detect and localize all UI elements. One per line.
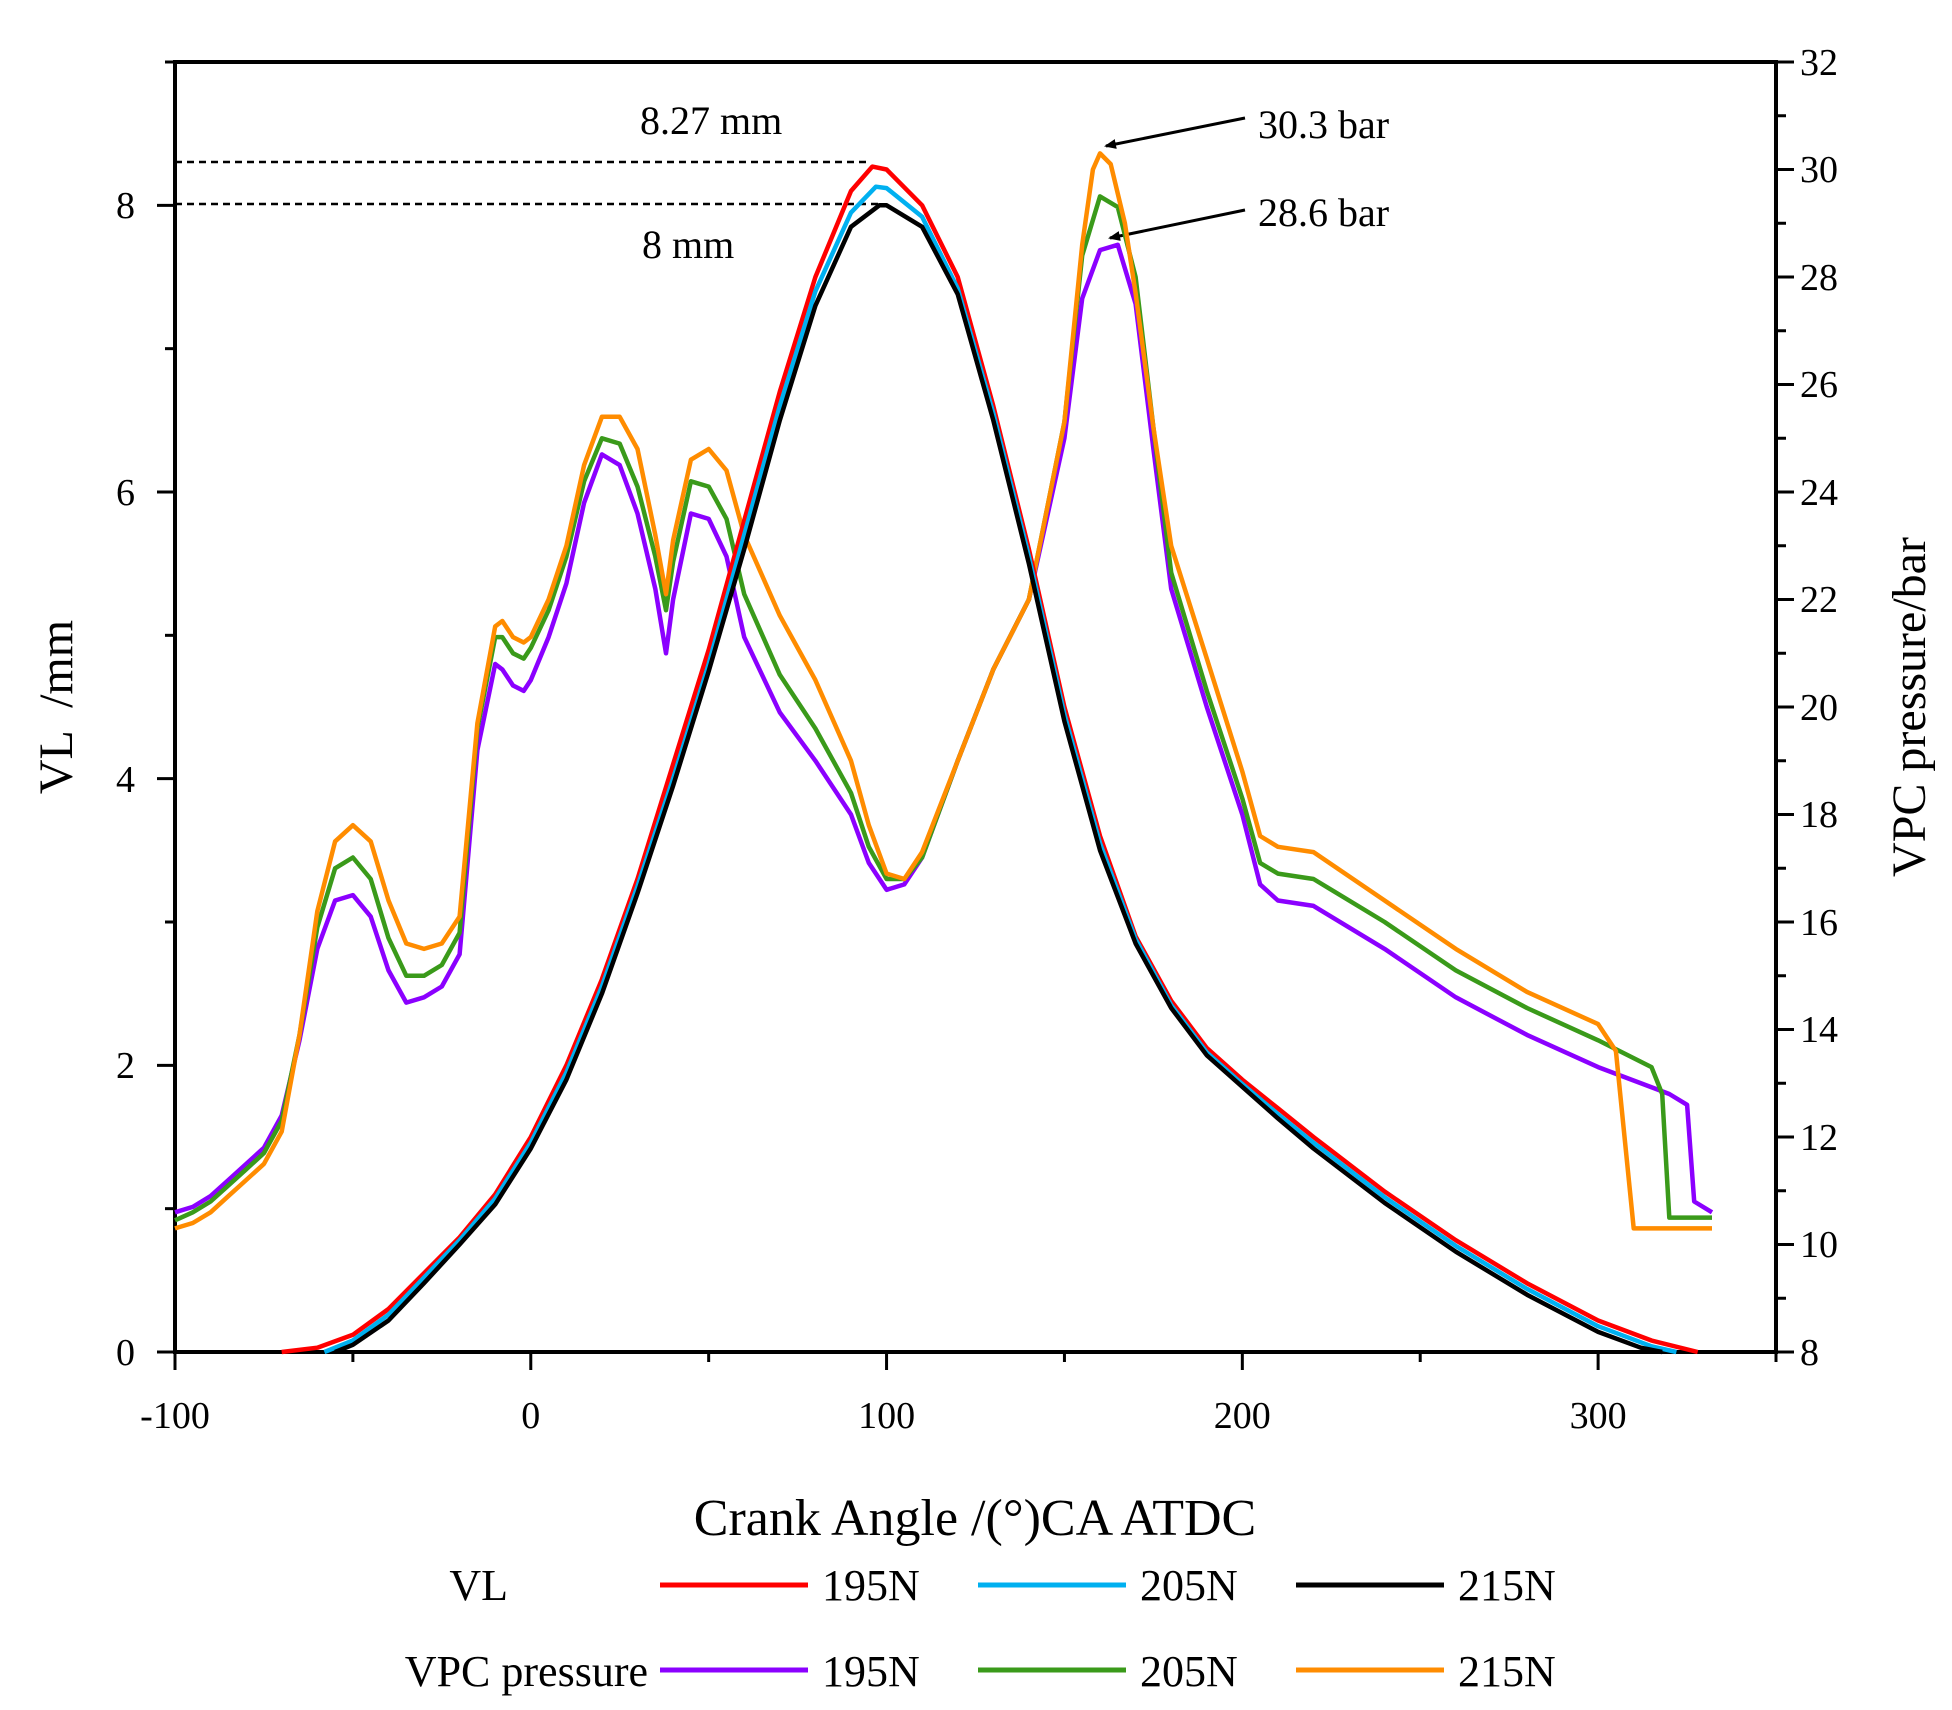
right-y-tick-label: 12 (1800, 1117, 1838, 1159)
legend-label-vl-215n: 215N (1458, 1561, 1556, 1610)
left-y-tick-label: 6 (116, 472, 135, 514)
legend-label-vpc-215n: 215N (1458, 1647, 1556, 1696)
series-vpc-215n (174, 151, 1712, 1231)
series-vpc-205n (174, 194, 1712, 1223)
x-tick-label: -100 (140, 1395, 210, 1437)
x-axis-ticks (173, 1352, 1778, 1370)
annotation-8mm: 8 mm (642, 222, 734, 267)
x-tick-label: 200 (1214, 1395, 1271, 1437)
legend-label-vl-195n: 195N (822, 1561, 920, 1610)
series-vl-195n (281, 164, 1699, 1355)
right-y-tick-label: 26 (1800, 364, 1838, 406)
series-vl-205n (323, 184, 1677, 1355)
right-y-tick-label: 24 (1800, 472, 1838, 514)
legend-label-vl-205n: 205N (1140, 1561, 1238, 1610)
right-y-tick-label: 28 (1800, 257, 1838, 299)
annotation-28.6bar: 28.6 bar (1258, 190, 1389, 235)
left-y-tick-label: 8 (116, 185, 135, 227)
left-y-axis-ticks (157, 60, 175, 1354)
right-y-tick-label: 16 (1800, 902, 1838, 944)
series-vpc-195n (174, 242, 1714, 1215)
right-y-tick-labels: 8 10 12 14 16 18 20 22 24 26 28 30 32 (1800, 42, 1838, 1374)
x-tick-label: 0 (521, 1395, 540, 1437)
x-axis-title: Crank Angle /(°)CA ATDC (694, 1490, 1256, 1547)
left-y-tick-labels: 0 2 4 6 8 (116, 185, 135, 1374)
left-y-tick-label: 0 (116, 1332, 135, 1374)
right-y-tick-label: 14 (1800, 1009, 1838, 1051)
legend: VL 195N 205N 215N VPC pressure 195N 205N… (405, 1561, 1556, 1696)
legend-label-vpc-205n: 205N (1140, 1647, 1238, 1696)
series-layer (174, 151, 1714, 1355)
x-tick-label: 300 (1570, 1395, 1627, 1437)
legend-group-label-vpc: VPC pressure (405, 1647, 648, 1696)
right-y-axis-title: VPC pressure/bar (1883, 537, 1936, 877)
series-vl-215n (334, 203, 1663, 1355)
annotation-8.27mm: 8.27 mm (640, 98, 782, 143)
annotation-30.3bar: 30.3 bar (1258, 102, 1389, 147)
right-y-tick-label: 32 (1800, 42, 1838, 84)
right-y-axis-ticks (1776, 60, 1794, 1354)
left-y-tick-label: 2 (116, 1045, 135, 1087)
left-y-axis-title: VL /mm (30, 620, 83, 794)
x-tick-labels: -100 0 100 200 300 (140, 1395, 1626, 1437)
right-y-tick-label: 18 (1800, 794, 1838, 836)
right-y-tick-label: 22 (1800, 579, 1838, 621)
right-y-tick-label: 30 (1800, 149, 1838, 191)
right-y-tick-label: 20 (1800, 687, 1838, 729)
plot-frame (173, 60, 1778, 1354)
arrow-28.6bar (1108, 208, 1246, 241)
right-y-tick-label: 8 (1800, 1332, 1819, 1374)
arrow-30.3bar (1104, 116, 1246, 149)
legend-label-vpc-195n: 195N (822, 1647, 920, 1696)
right-y-tick-label: 10 (1800, 1224, 1838, 1266)
x-tick-label: 100 (858, 1395, 915, 1437)
legend-group-label-vl: VL (449, 1561, 508, 1610)
left-y-tick-label: 4 (116, 759, 135, 801)
